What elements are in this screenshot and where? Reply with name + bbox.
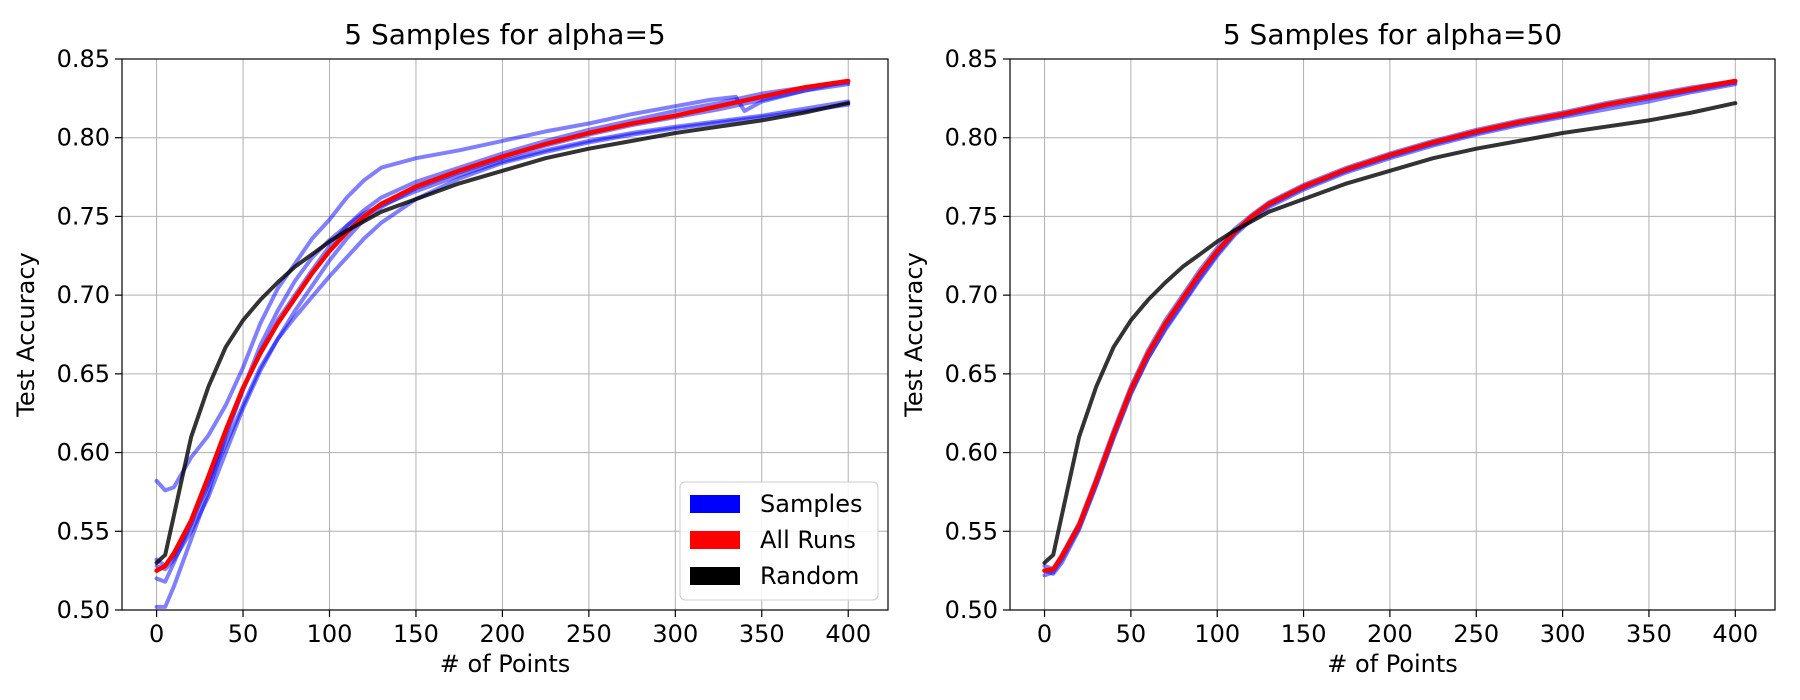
x-tick-label: 200	[480, 620, 526, 648]
series-line-samples	[154, 82, 851, 493]
legend-label-all-runs: All Runs	[760, 526, 856, 554]
y-tick-label: 0.70	[945, 281, 998, 309]
series-group	[154, 78, 851, 609]
y-tick-label: 0.80	[57, 124, 110, 152]
y-tick-label: 0.85	[945, 45, 998, 73]
x-tick-label: 150	[393, 620, 439, 648]
x-tick-label: 350	[1626, 620, 1672, 648]
series-group	[1042, 78, 1738, 578]
x-tick-label: 300	[1540, 620, 1586, 648]
series-line-random	[154, 101, 851, 565]
y-tick-label: 0.80	[945, 124, 998, 152]
plot-area	[1010, 59, 1775, 610]
y-tick-label: 0.50	[945, 596, 998, 624]
y-tick-label: 0.75	[57, 202, 110, 230]
y-tick-label: 0.55	[57, 517, 110, 545]
y-axis-label: Test Accuracy	[12, 252, 40, 417]
x-tick-label: 200	[1367, 620, 1413, 648]
x-tick-label: 50	[228, 620, 259, 648]
y-tick-label: 0.65	[945, 360, 998, 388]
x-tick-label: 0	[149, 620, 164, 648]
x-tick-label: 100	[1194, 620, 1240, 648]
x-tick-label: 0	[1037, 620, 1052, 648]
legend-swatch-all-runs	[690, 531, 740, 549]
y-tick-label: 0.65	[57, 360, 110, 388]
plot-frame	[1009, 58, 1776, 611]
x-tick-label: 300	[652, 620, 698, 648]
x-tick-label: 50	[1116, 620, 1147, 648]
y-tick-label: 0.60	[57, 439, 110, 467]
y-tick-label: 0.55	[945, 517, 998, 545]
ticks: 0 50 100 150 200 250 300 350 400 0.50 0.55 0.60 0.65…	[945, 45, 1759, 648]
chart-panel-right: # of Points Test Accuracy 0 50 100 150 200 25…	[900, 18, 1776, 678]
legend-swatch-samples	[690, 495, 740, 513]
x-tick-label: 250	[1453, 620, 1499, 648]
x-tick-label: 350	[739, 620, 785, 648]
chart-title: 5 Samples for alpha=5	[344, 18, 665, 51]
y-tick-label: 0.85	[57, 45, 110, 73]
chart-panel-left: # of Points Test Accuracy 0 50 100 150 200 25…	[12, 18, 889, 678]
y-tick-label: 0.60	[945, 439, 998, 467]
x-axis-label: # of Points	[440, 650, 571, 678]
x-tick-label: 150	[1281, 620, 1327, 648]
y-tick-label: 0.50	[57, 596, 110, 624]
x-tick-label: 250	[566, 620, 612, 648]
series-line-random	[1042, 101, 1738, 565]
grid	[1010, 58, 1775, 611]
y-axis-label: Test Accuracy	[900, 252, 928, 417]
grid	[122, 58, 888, 611]
legend: Samples All Runs Random	[679, 481, 879, 601]
y-tick-label: 0.70	[57, 281, 110, 309]
legend-swatch-random	[690, 567, 740, 585]
x-tick-label: 100	[307, 620, 353, 648]
legend-label-samples: Samples	[760, 490, 863, 518]
chart-title: 5 Samples for alpha=50	[1223, 18, 1562, 51]
x-tick-label: 400	[825, 620, 871, 648]
x-tick-label: 400	[1712, 620, 1758, 648]
y-tick-label: 0.75	[945, 202, 998, 230]
legend-label-random: Random	[760, 562, 859, 590]
plot-frame	[121, 58, 889, 611]
x-axis-label: # of Points	[1327, 650, 1458, 678]
ticks: 0 50 100 150 200 250 300 350 400 0.50 0.55 0.60 0.65…	[57, 45, 872, 648]
